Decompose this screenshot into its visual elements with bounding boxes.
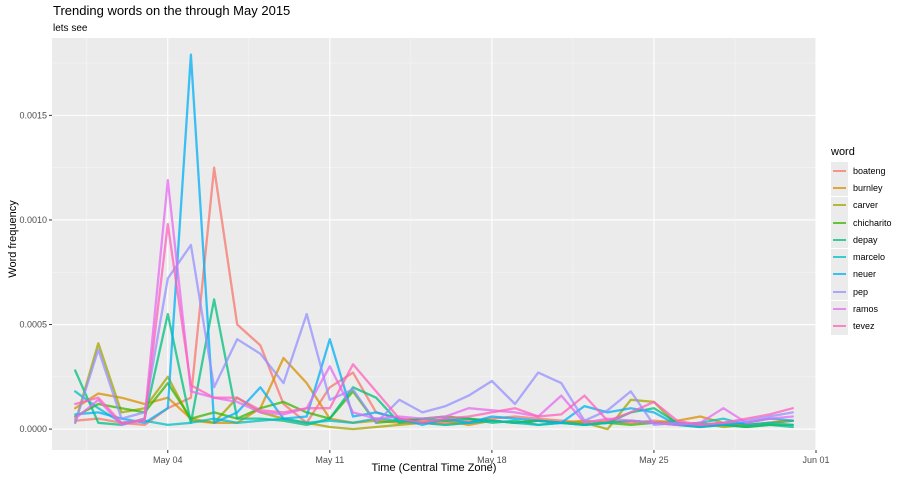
y-tick-label: 0.0015 (19, 110, 47, 120)
series-lines (74, 53, 794, 431)
legend-key-marcelo (831, 248, 848, 266)
legend-label: carver (853, 200, 879, 211)
legend-item-carver: carver (831, 196, 892, 214)
legend-key-ramos (831, 300, 848, 318)
y-tick-label: 0.0000 (19, 424, 47, 434)
x-axis-label: Time (Central Time Zone) (371, 462, 497, 474)
series-line-tevez (74, 222, 794, 427)
axis-ticks: May 04 May 11 May 18 May 25 Jun 01 0.0000 0.00… (19, 110, 829, 465)
legend-title: word (831, 146, 855, 158)
x-tick-label: May 18 (477, 455, 507, 465)
legend-label: ramos (853, 304, 879, 315)
legend-item-pep: pep (831, 283, 892, 301)
legend-label: tevez (853, 321, 875, 332)
x-tick-label: May 11 (315, 455, 344, 465)
legend-item-tevez: tevez (831, 317, 892, 335)
chart-subtitle: lets see (53, 23, 88, 34)
legend-label: neuer (853, 269, 877, 280)
legend-key-boateng (831, 162, 848, 180)
legend-item-ramos: ramos (831, 300, 892, 318)
legend-key-carver (831, 196, 848, 214)
legend-key-burnley (831, 179, 848, 197)
legend-key-depay (831, 231, 848, 249)
legend-key-neuer (831, 265, 848, 283)
legend-item-depay: depay (831, 231, 892, 249)
chart-title: Trending words on the through May 2015 (53, 3, 291, 18)
legend-label: boateng (853, 165, 886, 176)
legend-key-pep (831, 283, 848, 301)
legend-label: chicharito (853, 217, 892, 228)
y-tick-label: 0.0005 (19, 320, 47, 330)
series-line-pep (74, 243, 794, 427)
minor-gridlines (52, 38, 816, 450)
x-tick-label: May 04 (153, 455, 183, 465)
legend-label: depay (853, 234, 878, 245)
x-tick-label: Jun 01 (802, 455, 829, 465)
legend-item-chicharito: chicharito (831, 214, 892, 232)
legend-label: marcelo (853, 252, 886, 263)
series-line-ramos (74, 179, 794, 427)
x-tick-label: May 25 (639, 455, 669, 465)
legend: word boateng burnley carver chicharito depay… (831, 146, 892, 335)
legend-item-marcelo: marcelo (831, 248, 892, 266)
legend-item-boateng: boateng (831, 162, 892, 180)
legend-label: burnley (853, 182, 883, 193)
legend-item-burnley: burnley (831, 179, 892, 197)
y-tick-label: 0.0010 (19, 215, 47, 225)
legend-item-neuer: neuer (831, 265, 892, 283)
legend-key-tevez (831, 317, 848, 335)
legend-label: pep (853, 286, 869, 297)
legend-key-chicharito (831, 214, 848, 232)
legend-items: boateng burnley carver chicharito depay marce… (831, 162, 892, 335)
